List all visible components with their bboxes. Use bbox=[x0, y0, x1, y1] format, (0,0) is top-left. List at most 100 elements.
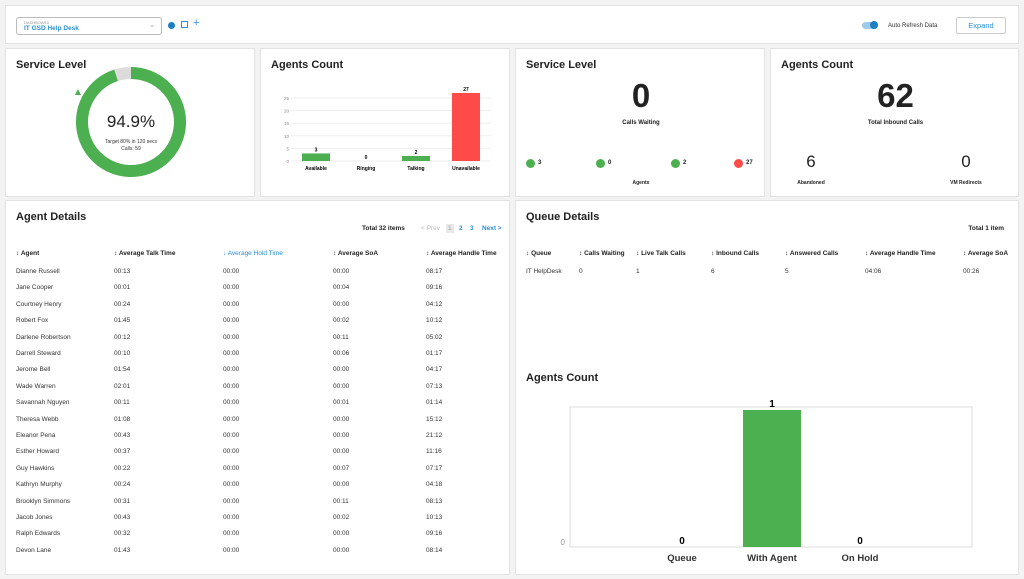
expand-button[interactable]: Expand bbox=[956, 17, 1006, 34]
pagination-prev[interactable]: < Prev bbox=[421, 225, 440, 232]
donut-fill bbox=[76, 67, 186, 177]
column-header-average-soa[interactable]: ↕ Average SoA bbox=[963, 250, 1009, 257]
table-cell: 01:14 bbox=[426, 399, 443, 407]
data-label: 0 bbox=[679, 536, 685, 547]
table-cell: 00:43 bbox=[114, 432, 131, 439]
info-icon[interactable] bbox=[168, 22, 175, 29]
table-cell: 15:12 bbox=[426, 415, 443, 423]
table-cell: 00:00 bbox=[223, 300, 240, 308]
table-row: Jane Cooper 00:01 00:00 00:04 09:16 bbox=[6, 284, 511, 298]
table-row: Dianne Russell 00:13 00:00 00:00 08:17 bbox=[6, 268, 511, 282]
table-cell: 04:17 bbox=[426, 366, 443, 374]
table-cell: 02:01 bbox=[114, 382, 131, 390]
total-inbound-value: 62 bbox=[877, 77, 914, 114]
column-header-average-hold-time[interactable]: ↓ Average Hold Time bbox=[223, 250, 283, 257]
table-cell: 00:00 bbox=[223, 546, 240, 554]
data-label: 2 bbox=[415, 150, 418, 156]
table-cell: 00:00 bbox=[333, 448, 350, 456]
column-header-average-talk-time[interactable]: ↕ Average Talk Time bbox=[114, 250, 176, 257]
dashboard-select[interactable]: DASHBOARD IT GSD Help Desk ⌄ bbox=[16, 17, 162, 35]
column-header-answered-calls[interactable]: ↕ Answered Calls bbox=[785, 250, 839, 257]
pagination-page-1[interactable]: 1 bbox=[446, 224, 454, 233]
bar-unavailable bbox=[452, 92, 480, 161]
vm-redirects-value: 0 bbox=[961, 152, 971, 171]
column-header-label: Average Hold Time bbox=[227, 250, 283, 257]
table-cell: Eleanor Pena bbox=[16, 432, 56, 439]
column-header-average-handle-time[interactable]: ↕ Average Handle Time bbox=[426, 250, 497, 257]
table-cell: 01:17 bbox=[426, 350, 443, 357]
y-tick-label: 15 bbox=[284, 121, 290, 126]
table-cell: 00:00 bbox=[223, 464, 240, 472]
y-tick-label: 10 bbox=[284, 134, 290, 139]
service-level-percent: 94.9% bbox=[106, 112, 156, 131]
table-row: Wade Warren 02:01 00:00 00:00 07:13 bbox=[6, 383, 511, 397]
data-label: 3 bbox=[315, 147, 318, 153]
status-dot-icon bbox=[596, 159, 605, 168]
table-cell: 05:02 bbox=[426, 333, 443, 341]
table-cell: 08:14 bbox=[426, 546, 443, 554]
table-cell: 00:07 bbox=[333, 464, 350, 472]
table-cell: Dianne Russell bbox=[16, 268, 60, 275]
y-tick-label: 0 bbox=[561, 538, 566, 547]
table-cell: 00:10 bbox=[114, 350, 131, 357]
queue-details-card: Queue Details Total 1 item ↕ Queue ↕ Call… bbox=[515, 200, 1019, 575]
table-cell: 08:13 bbox=[426, 497, 443, 505]
bar-talking bbox=[402, 155, 430, 161]
auto-refresh-label: Auto Refresh Data bbox=[888, 23, 938, 29]
service-level-target: Target 80% in 120 secs bbox=[105, 139, 157, 145]
table-cell: 00:13 bbox=[114, 268, 131, 275]
auto-refresh-toggle[interactable] bbox=[862, 21, 878, 29]
table-cell: 00:00 bbox=[223, 415, 240, 423]
copy-icon[interactable] bbox=[181, 21, 188, 28]
pagination-next[interactable]: Next > bbox=[482, 225, 502, 232]
column-header-label: Queue bbox=[531, 250, 552, 257]
data-label: 27 bbox=[463, 87, 469, 93]
inbound-calls-card: Agents Count 62 Total Inbound Calls 6 Ab… bbox=[770, 48, 1019, 197]
table-cell: Savannah Nguyen bbox=[16, 399, 70, 407]
agent-status-count: 0 bbox=[608, 160, 612, 166]
column-header-live-talk-calls[interactable]: ↕ Live Talk Calls bbox=[636, 250, 686, 257]
data-label: 0 bbox=[365, 155, 368, 161]
column-header-inbound-calls[interactable]: ↕ Inbound Calls bbox=[711, 250, 760, 257]
table-cell: 01:08 bbox=[114, 415, 131, 423]
calls-waiting-card: Service Level 0 Calls Waiting 3 0 2 27 Agen… bbox=[515, 48, 765, 197]
y-tick-label: 0 bbox=[286, 159, 289, 164]
table-cell: 00:43 bbox=[114, 514, 131, 521]
pagination-page-3[interactable]: 3 bbox=[470, 225, 474, 232]
table-cell: Ralph Edwards bbox=[16, 530, 61, 538]
status-dot-icon bbox=[734, 159, 743, 168]
table-cell: 00:01 bbox=[333, 399, 350, 407]
agents-label: Agents bbox=[632, 180, 650, 186]
calls-waiting-label: Calls Waiting bbox=[622, 120, 660, 126]
column-header-label: Average SoA bbox=[337, 250, 379, 257]
pagination-page-2[interactable]: 2 bbox=[459, 225, 463, 232]
table-cell: 00:12 bbox=[114, 333, 131, 341]
table-cell: Darlene Robertson bbox=[16, 333, 71, 341]
abandoned-value: 6 bbox=[806, 152, 816, 171]
table-cell: 00:00 bbox=[333, 300, 350, 308]
table-cell: 04:06 bbox=[865, 268, 882, 275]
column-header-queue[interactable]: ↕ Queue bbox=[526, 250, 552, 257]
table-cell: 00:00 bbox=[223, 514, 240, 521]
table-cell: 09:16 bbox=[426, 284, 443, 292]
column-header-label: Agent bbox=[20, 250, 40, 257]
table-cell: 00:04 bbox=[333, 284, 350, 292]
table-cell: 00:11 bbox=[333, 333, 349, 341]
table-cell: 00:00 bbox=[223, 317, 240, 325]
table-cell: 21:12 bbox=[426, 432, 443, 439]
column-header-agent[interactable]: ↕ Agent bbox=[16, 250, 40, 257]
y-tick-label: 20 bbox=[284, 109, 290, 114]
column-header-label: Live Talk Calls bbox=[641, 250, 686, 257]
table-row: Devon Lane 01:43 00:00 00:00 08:14 bbox=[6, 547, 511, 561]
column-header-calls-waiting[interactable]: ↕ Calls Waiting bbox=[579, 250, 625, 257]
agents-count-card: Agents Count 0 5 10 15 20 25 3 Available 0 Ringin… bbox=[260, 48, 510, 197]
add-icon[interactable]: + bbox=[193, 17, 200, 29]
table-cell: 6 bbox=[711, 268, 715, 275]
bar-with-agent bbox=[743, 410, 801, 547]
table-cell: Esther Howard bbox=[16, 448, 59, 456]
column-header-label: Average SoA bbox=[967, 250, 1009, 257]
agents-count-chart: 0 5 10 15 20 25 3 Available 0 Ringing 2 Talking 27 Un… bbox=[284, 87, 491, 172]
column-header-average-soa[interactable]: ↕ Average SoA bbox=[333, 250, 379, 257]
x-tick-label: Ringing bbox=[357, 166, 376, 172]
column-header-average-handle-time[interactable]: ↕ Average Handle Time bbox=[865, 250, 936, 257]
